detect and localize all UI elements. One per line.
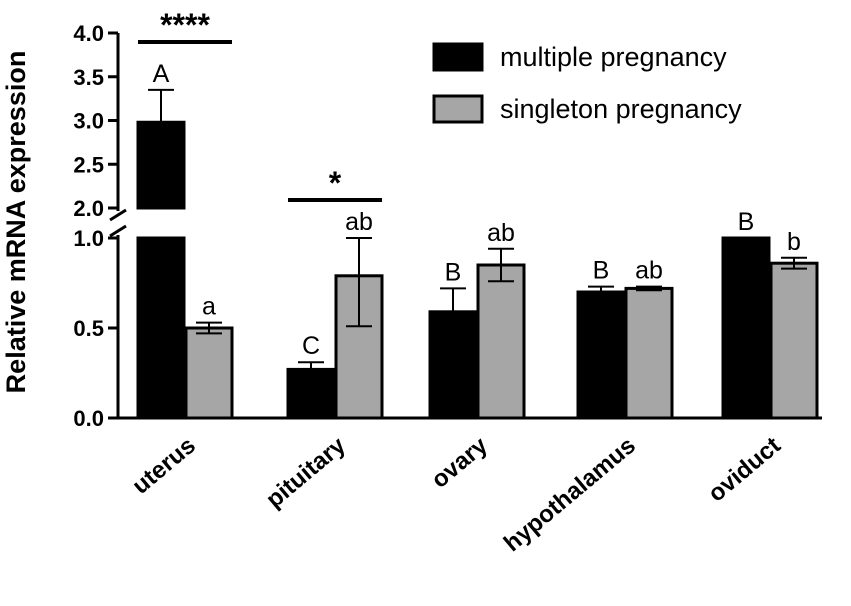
bar	[334, 274, 384, 420]
y-axis-label: Relative mRNA expression	[1, 51, 31, 394]
x-category-label: hypothalamus	[499, 432, 641, 557]
legend-swatch	[432, 42, 484, 72]
bar	[136, 120, 186, 210]
significance-letter: a	[202, 293, 216, 321]
significance-stars: ****	[160, 7, 210, 43]
significance-letter: C	[302, 332, 320, 360]
y-tick-label: 3.5	[73, 65, 104, 90]
bar	[576, 290, 626, 420]
bar	[136, 236, 186, 420]
y-tick-label: 2.5	[73, 152, 104, 177]
axis-break-mark	[109, 224, 127, 238]
y-tick-label: 1.0	[73, 226, 104, 251]
significance-letter: b	[787, 228, 801, 256]
bar	[184, 326, 234, 420]
y-tick-label: 4.0	[73, 21, 104, 46]
bars	[136, 120, 819, 420]
x-category-label: ovary	[426, 431, 493, 493]
significance-letter: A	[153, 60, 170, 88]
y-tick-label: 2.0	[73, 196, 104, 221]
significance-stars: *	[329, 165, 342, 201]
x-category-label: oviduct	[703, 432, 786, 508]
significance-letter: B	[445, 258, 462, 286]
significance-letter: B	[738, 208, 755, 236]
y-tick-label: 3.0	[73, 109, 104, 134]
legend-label: multiple pregnancy	[500, 42, 727, 72]
y-tick-label: 0.5	[73, 316, 104, 341]
bar	[286, 367, 336, 420]
significance-brackets: *****	[138, 7, 382, 202]
legend-swatch	[432, 94, 484, 124]
bar	[428, 310, 478, 420]
legend-label: singleton pregnancy	[500, 94, 742, 124]
error-bars	[148, 88, 807, 370]
x-category-label: uterus	[127, 432, 201, 500]
significance-letter: ab	[635, 257, 663, 285]
bar	[721, 236, 771, 420]
legend: multiple pregnancy singleton pregnancy	[432, 42, 742, 124]
bar	[476, 263, 526, 420]
significance-letter: ab	[487, 219, 515, 247]
x-category-label: pituitary	[261, 432, 351, 514]
significance-letter: B	[593, 257, 610, 285]
axis-break-mark	[109, 208, 127, 222]
significance-letter: ab	[345, 208, 373, 236]
significance-letters: A C B B Ba ab ab ab b	[153, 60, 801, 360]
bar	[624, 286, 674, 420]
y-tick-label: 0.0	[73, 406, 104, 431]
bar	[769, 261, 819, 420]
